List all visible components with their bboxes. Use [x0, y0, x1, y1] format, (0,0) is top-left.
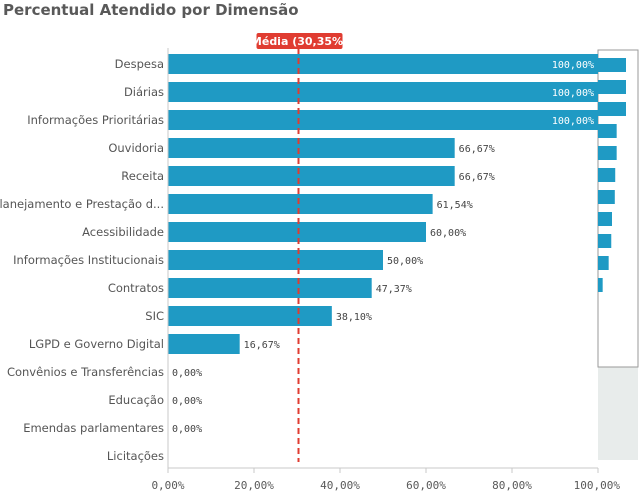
bar[interactable]	[168, 138, 455, 158]
category-label: Educação	[108, 393, 164, 407]
navigator-bar	[598, 278, 603, 292]
scroll-navigator-track[interactable]	[598, 367, 638, 460]
bar[interactable]	[168, 334, 240, 354]
value-label: 0,00%	[172, 368, 202, 379]
bar[interactable]	[168, 82, 598, 102]
navigator-bar	[598, 80, 626, 94]
category-label: Ouvidoria	[108, 141, 164, 155]
value-label: 60,00%	[430, 228, 466, 239]
category-label: Contratos	[108, 281, 164, 295]
value-label: 47,37%	[376, 284, 412, 295]
category-label: Receita	[121, 169, 164, 183]
category-label: Diárias	[124, 85, 164, 99]
x-tick-label: 40,00%	[320, 479, 360, 492]
bar[interactable]	[168, 250, 383, 270]
bar[interactable]	[168, 110, 598, 130]
value-label: 66,67%	[459, 144, 495, 155]
bar[interactable]	[168, 306, 332, 326]
navigator-bar	[598, 102, 626, 116]
navigator-bar	[598, 124, 617, 138]
value-label: 0,00%	[172, 424, 202, 435]
navigator-bar	[598, 146, 617, 160]
category-label: Informações Prioritárias	[27, 113, 164, 127]
value-label: 0,00%	[172, 396, 202, 407]
value-label: 38,10%	[336, 312, 372, 323]
x-tick-label: 80,00%	[492, 479, 532, 492]
x-tick-label: 20,00%	[234, 479, 274, 492]
category-label: Acessibilidade	[82, 225, 164, 239]
navigator-bar	[598, 256, 609, 270]
bar[interactable]	[168, 222, 426, 242]
scroll-navigator-thumb[interactable]	[597, 49, 639, 368]
value-label: 66,67%	[459, 172, 495, 183]
x-tick-label: 0,00%	[151, 479, 184, 492]
category-label: Despesa	[115, 57, 164, 71]
x-tick-label: 60,00%	[406, 479, 446, 492]
bar[interactable]	[168, 278, 372, 298]
category-label: Convênios e Transferências	[7, 365, 164, 379]
category-label: SIC	[145, 309, 164, 323]
value-label: 61,54%	[437, 200, 473, 211]
navigator-bar	[598, 212, 612, 226]
value-label: 100,00%	[552, 60, 594, 71]
category-label: LGPD e Governo Digital	[29, 337, 164, 351]
bar[interactable]	[168, 194, 433, 214]
navigator-bar	[598, 234, 612, 248]
value-label: 100,00%	[552, 116, 594, 127]
bar[interactable]	[168, 54, 598, 74]
value-label: 50,00%	[387, 256, 423, 267]
navigator-bar	[598, 58, 626, 72]
value-label: 100,00%	[552, 88, 594, 99]
scroll-navigator[interactable]	[597, 49, 639, 460]
category-label: Licitações	[107, 449, 164, 463]
navigator-bar	[598, 190, 615, 204]
bar[interactable]	[168, 166, 455, 186]
average-label: Média (30,35%)	[251, 35, 348, 48]
average-label-badge	[256, 33, 343, 49]
category-label: Emendas parlamentares	[23, 421, 164, 435]
category-label: Informações Institucionais	[13, 253, 164, 267]
value-label: 16,67%	[244, 340, 280, 351]
x-tick-label: 100,00%	[574, 479, 621, 492]
category-label: Planejamento e Prestação d...	[0, 197, 164, 211]
chart-title: Percentual Atendido por Dimensão	[3, 1, 299, 19]
navigator-bar	[598, 168, 616, 182]
